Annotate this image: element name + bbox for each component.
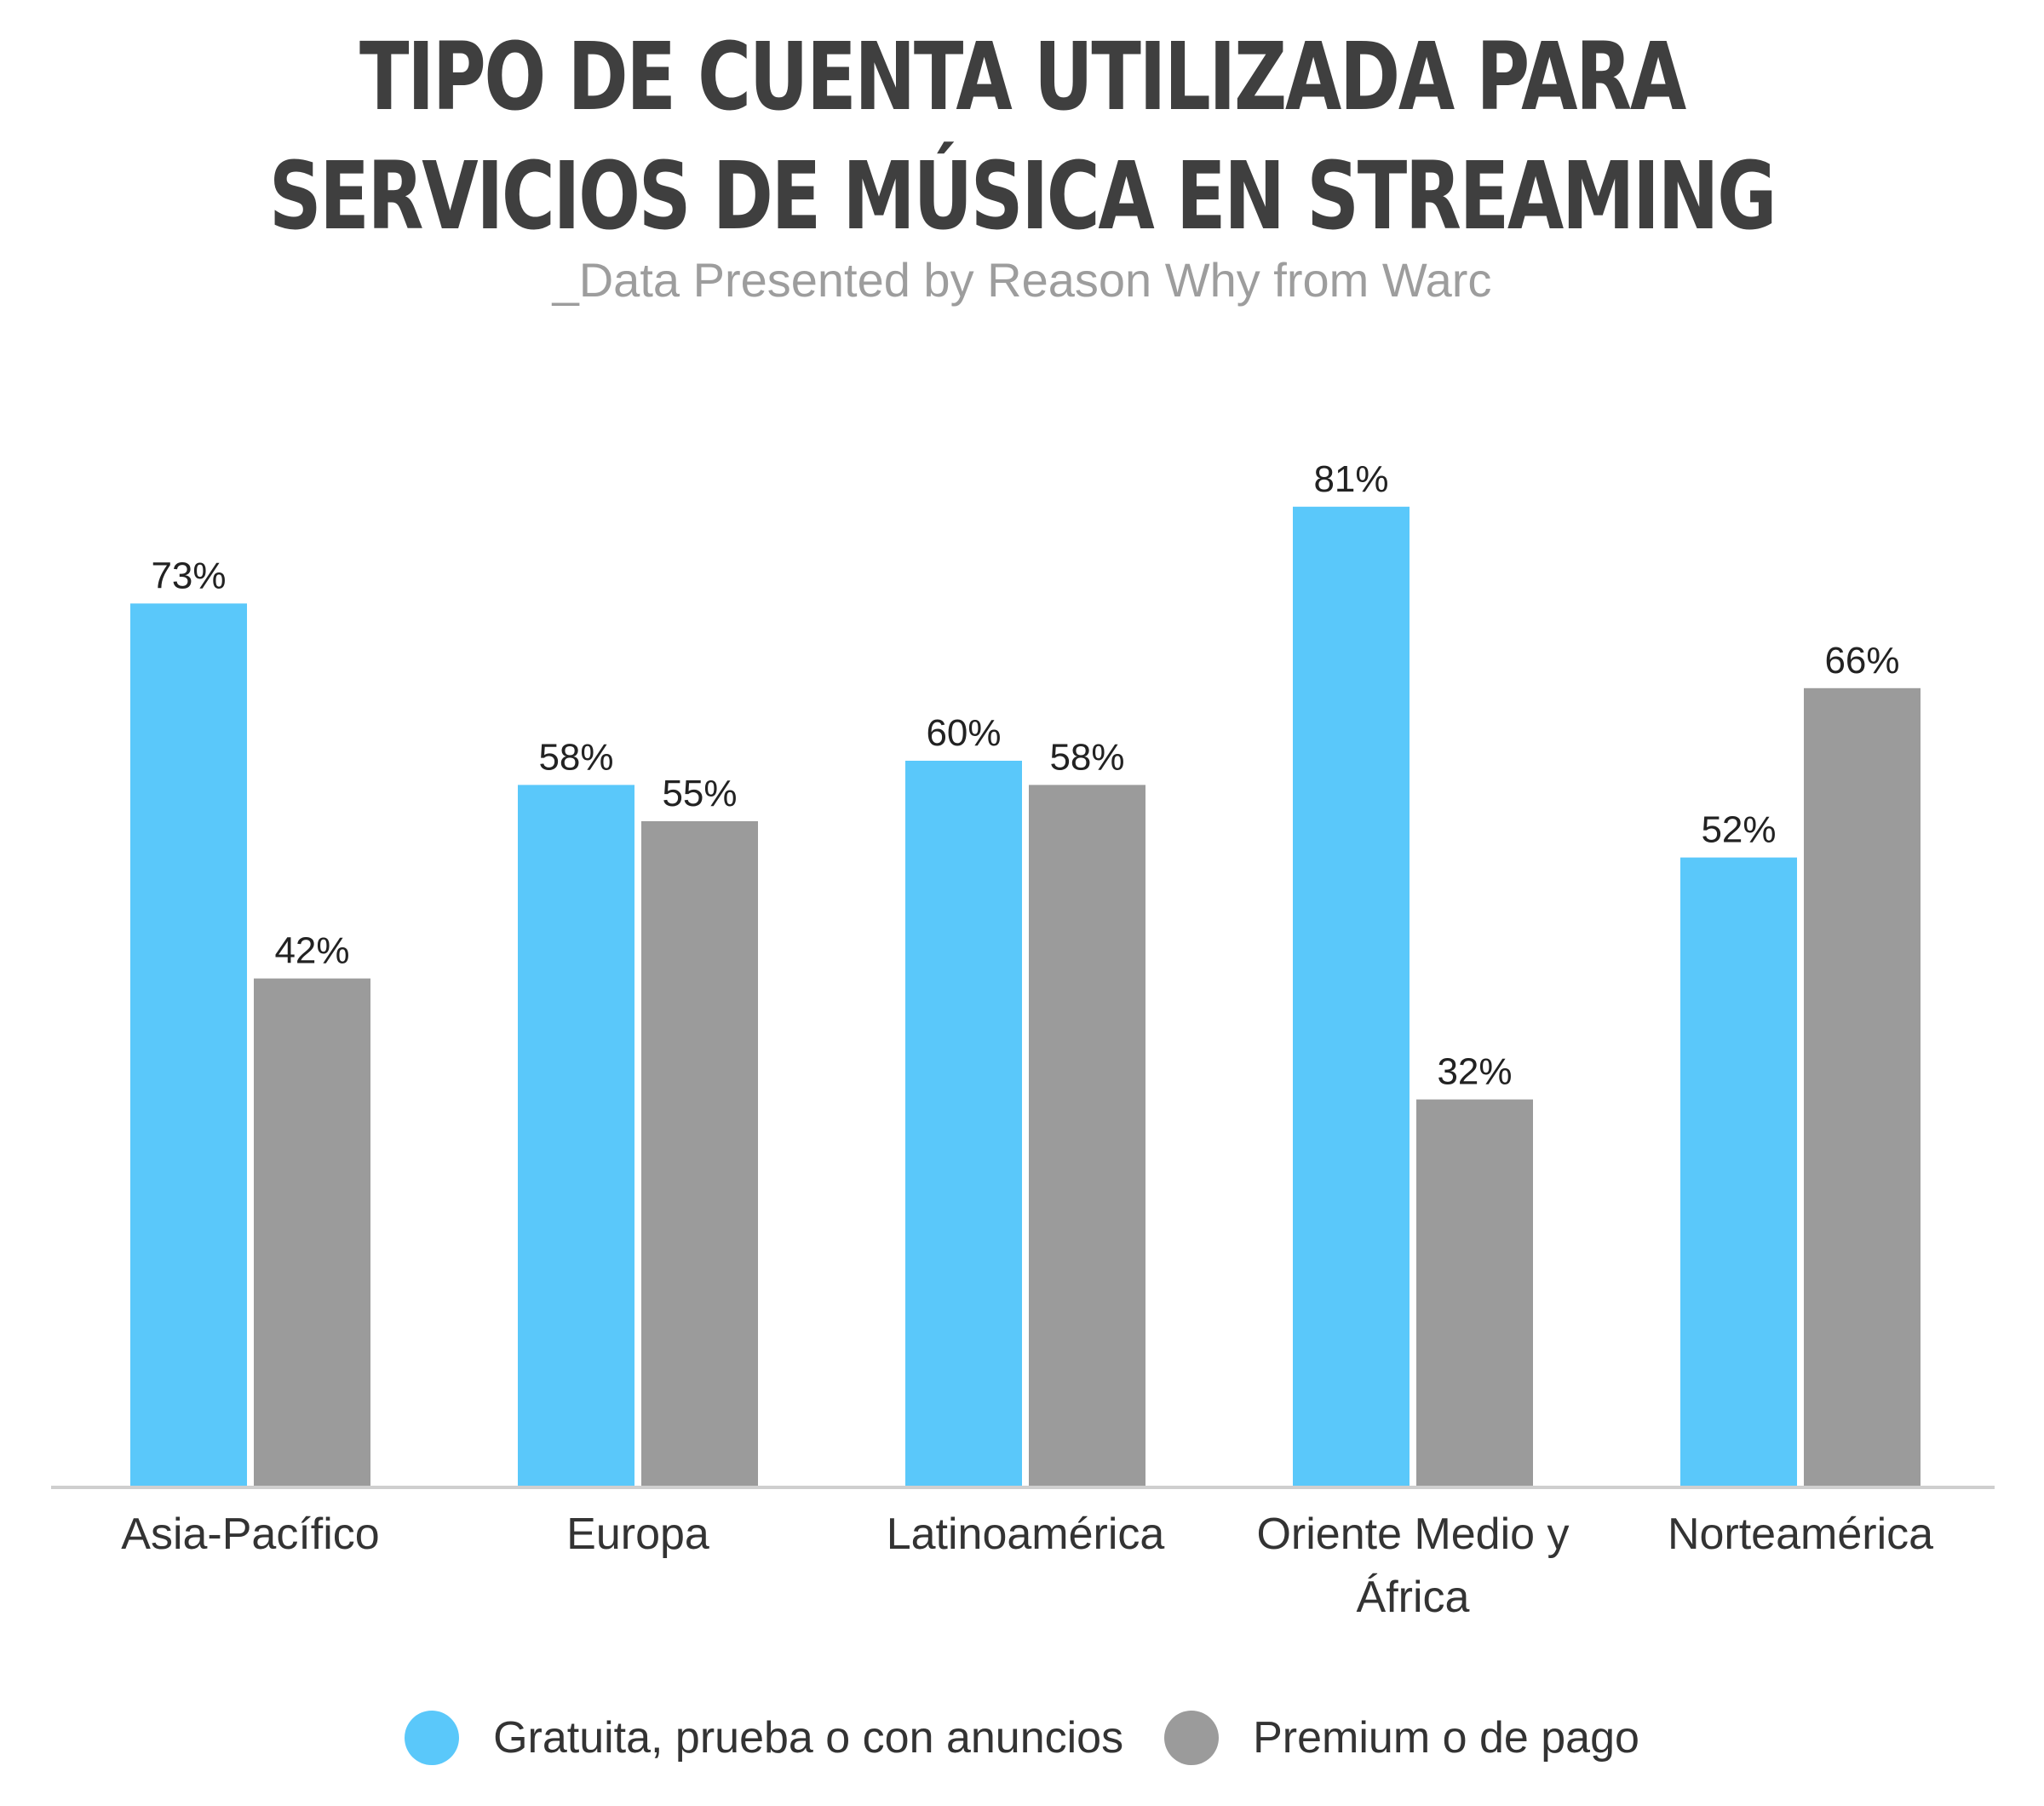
legend-item-premium[interactable]: Premium o de pago	[1164, 1711, 1639, 1765]
legend-item-free[interactable]: Gratuita, prueba o con anuncios	[405, 1711, 1123, 1765]
bar-premium-1	[641, 821, 758, 1487]
bar-free-0	[130, 603, 247, 1487]
data-label-free-3: 81%	[1313, 458, 1388, 500]
legend: Gratuita, prueba o con anuncios Premium …	[0, 1704, 2044, 1772]
x-tick-label-3-line0: Oriente Medio y	[1256, 1510, 1569, 1559]
x-tick-label-0: Asia-Pacífico	[121, 1510, 379, 1559]
data-label-free-0: 73%	[151, 555, 226, 596]
chart-subtitle: _Data Presented by Reason Why from Warc	[552, 253, 1492, 307]
bar-premium-3	[1416, 1099, 1533, 1487]
x-tick-label-2: Latinoamérica	[887, 1510, 1165, 1559]
bar-premium-0	[254, 978, 370, 1487]
data-label-premium-2: 58%	[1049, 736, 1124, 778]
data-label-premium-3: 32%	[1437, 1051, 1512, 1093]
legend-swatch-premium	[1164, 1711, 1220, 1765]
data-label-free-1: 58%	[538, 736, 613, 778]
bar-free-2	[905, 761, 1022, 1487]
data-label-premium-0: 42%	[274, 930, 349, 972]
bar-premium-4	[1804, 687, 1921, 1487]
data-label-premium-4: 66%	[1824, 640, 1899, 682]
bar-premium-2	[1029, 785, 1145, 1487]
chart-title: TIPO DE CUENTA UTILIZADA PARA SERVICIOS …	[268, 22, 1777, 250]
x-tick-label-3-line1: África	[1357, 1573, 1470, 1622]
x-tick-label-4: Norteamérica	[1668, 1510, 1933, 1559]
legend-swatch-free	[405, 1711, 460, 1765]
legend-label-premium: Premium o de pago	[1253, 1713, 1639, 1763]
bar-free-1	[518, 785, 634, 1487]
bar-free-4	[1680, 857, 1797, 1487]
data-label-free-2: 60%	[926, 712, 1001, 754]
data-label-free-4: 52%	[1701, 809, 1776, 851]
x-tick-label-1: Europa	[566, 1510, 709, 1559]
data-label-premium-1: 55%	[662, 773, 737, 814]
bar-free-3	[1293, 506, 1410, 1487]
legend-label-free: Gratuita, prueba o con anuncios	[493, 1713, 1124, 1763]
